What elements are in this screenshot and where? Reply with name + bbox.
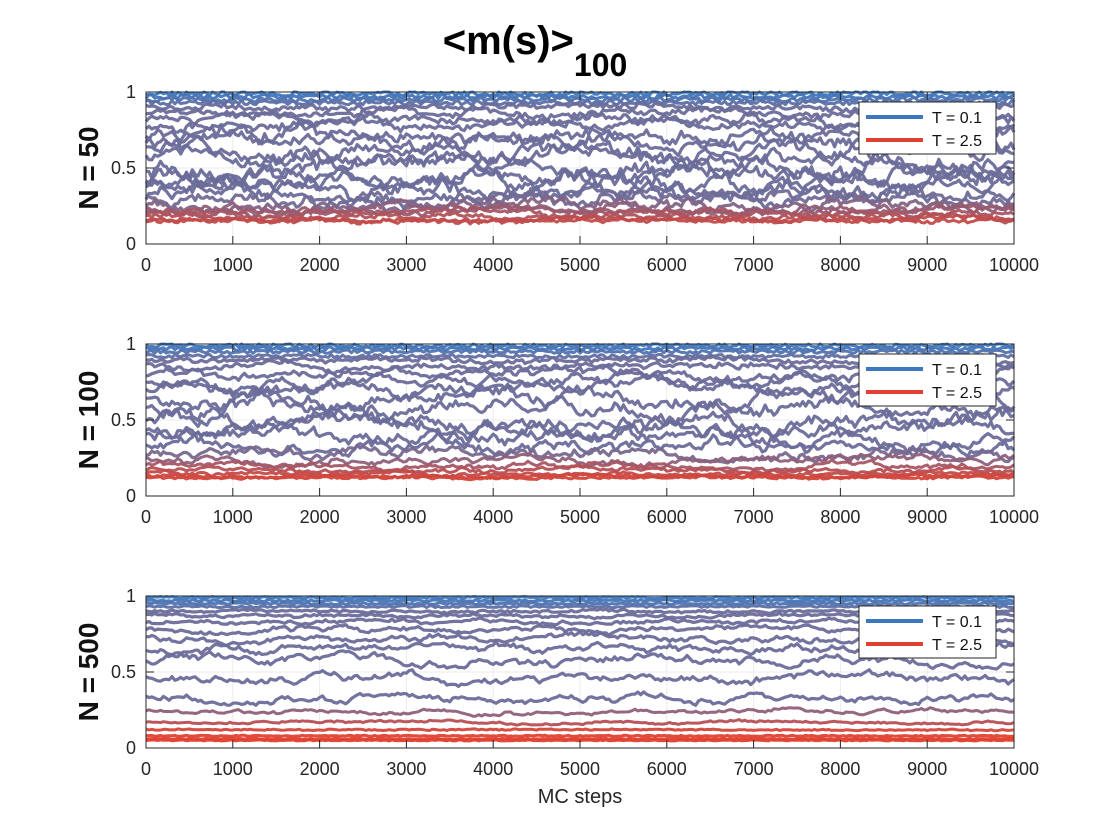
legend-label: T = 2.5	[932, 385, 982, 402]
legend-label: T = 0.1	[932, 614, 982, 631]
series-line	[146, 131, 1016, 171]
series-line	[145, 420, 1016, 458]
x-tick-label: 10000	[989, 255, 1039, 275]
y-tick-label: 1	[126, 334, 136, 354]
x-tick-label: 2000	[300, 759, 340, 779]
x-axis-label: MC steps	[538, 786, 622, 808]
x-tick-label: 3000	[386, 759, 426, 779]
subplots-container: 0 1000 2000 3000 4000 5000 6000 7000 8000 9000 100…	[73, 82, 1039, 779]
x-tick-label: 9000	[907, 759, 947, 779]
x-tick-label: 8000	[820, 759, 860, 779]
x-tick-label: 0	[141, 255, 151, 275]
series-line	[145, 390, 1016, 428]
subplot-1: 0 1000 2000 3000 4000 5000 6000 7000 8000 9000 100…	[73, 82, 1039, 275]
x-tick-label: 8000	[820, 507, 860, 527]
y-tick-label: 0.5	[111, 410, 136, 430]
series-line	[145, 649, 1015, 671]
figure-title: <m(s)>100	[443, 19, 628, 83]
x-tick-label: 10000	[989, 759, 1039, 779]
x-tick-label: 6000	[647, 507, 687, 527]
x-tick-label: 5000	[560, 507, 600, 527]
series-line	[145, 706, 1015, 718]
x-tick-label: 7000	[734, 759, 774, 779]
x-tick-label: 6000	[647, 255, 687, 275]
y-tick-label: 0.5	[111, 158, 136, 178]
x-tick-label: 7000	[734, 507, 774, 527]
x-tick-label: 4000	[473, 255, 513, 275]
x-tick-label: 5000	[560, 255, 600, 275]
legend-box	[858, 605, 997, 659]
series-line	[144, 153, 1015, 196]
x-tick-label: 3000	[386, 507, 426, 527]
series-line	[144, 179, 1016, 211]
subplot-3: 0 1000 2000 3000 4000 5000 6000 7000 8000 9000 100…	[73, 586, 1039, 779]
x-tick-label: 5000	[560, 759, 600, 779]
x-tick-label: 8000	[820, 255, 860, 275]
x-tick-label: 2000	[300, 507, 340, 527]
series-line	[145, 690, 1015, 707]
legend: T = 0.1 T = 2.5	[858, 353, 997, 407]
x-tick-label: 6000	[647, 759, 687, 779]
figure-title-main: <m(s)>	[443, 19, 574, 63]
x-tick-label: 7000	[734, 255, 774, 275]
series-line	[145, 348, 1015, 355]
y-tick-label: 1	[126, 586, 136, 606]
series-line	[145, 405, 1015, 443]
legend: T = 0.1 T = 2.5	[858, 605, 997, 659]
x-tick-label: 4000	[473, 759, 513, 779]
series-line	[145, 431, 1016, 459]
y-tick-label: 0	[126, 486, 136, 506]
y-tick-label: 0	[126, 738, 136, 758]
figure-title-subscript: 100	[574, 47, 627, 83]
y-tick-label: 1	[126, 82, 136, 102]
y-tick-label: 0	[126, 234, 136, 254]
x-tick-label: 0	[141, 507, 151, 527]
legend-box	[858, 353, 997, 407]
legend-box	[858, 101, 997, 155]
x-tick-label: 1000	[213, 507, 253, 527]
x-tick-label: 3000	[386, 255, 426, 275]
series-line	[145, 215, 1015, 226]
subplot-2: 0 1000 2000 3000 4000 5000 6000 7000 8000 9000 100…	[73, 334, 1039, 527]
y-tick-label: 0.5	[111, 662, 136, 682]
legend: T = 0.1 T = 2.5	[858, 101, 997, 155]
y-axis-label: N = 500	[73, 623, 104, 722]
legend-label: T = 0.1	[932, 110, 982, 127]
y-axis-label: N = 100	[73, 371, 104, 470]
x-tick-label: 9000	[907, 255, 947, 275]
series-line	[145, 163, 1016, 196]
series-line	[145, 668, 1015, 689]
series-line	[145, 474, 1015, 482]
x-tick-label: 9000	[907, 507, 947, 527]
x-tick-label: 10000	[989, 507, 1039, 527]
x-tick-label: 1000	[213, 255, 253, 275]
legend-label: T = 2.5	[932, 133, 982, 150]
x-tick-label: 2000	[300, 255, 340, 275]
series-line	[145, 733, 1015, 738]
legend-label: T = 2.5	[932, 637, 982, 654]
legend-label: T = 0.1	[932, 362, 982, 379]
y-axis-label: N = 50	[73, 126, 104, 209]
x-tick-label: 4000	[473, 507, 513, 527]
x-tick-label: 1000	[213, 759, 253, 779]
x-tick-label: 0	[141, 759, 151, 779]
series-line	[145, 718, 1015, 727]
series-line	[145, 727, 1015, 733]
